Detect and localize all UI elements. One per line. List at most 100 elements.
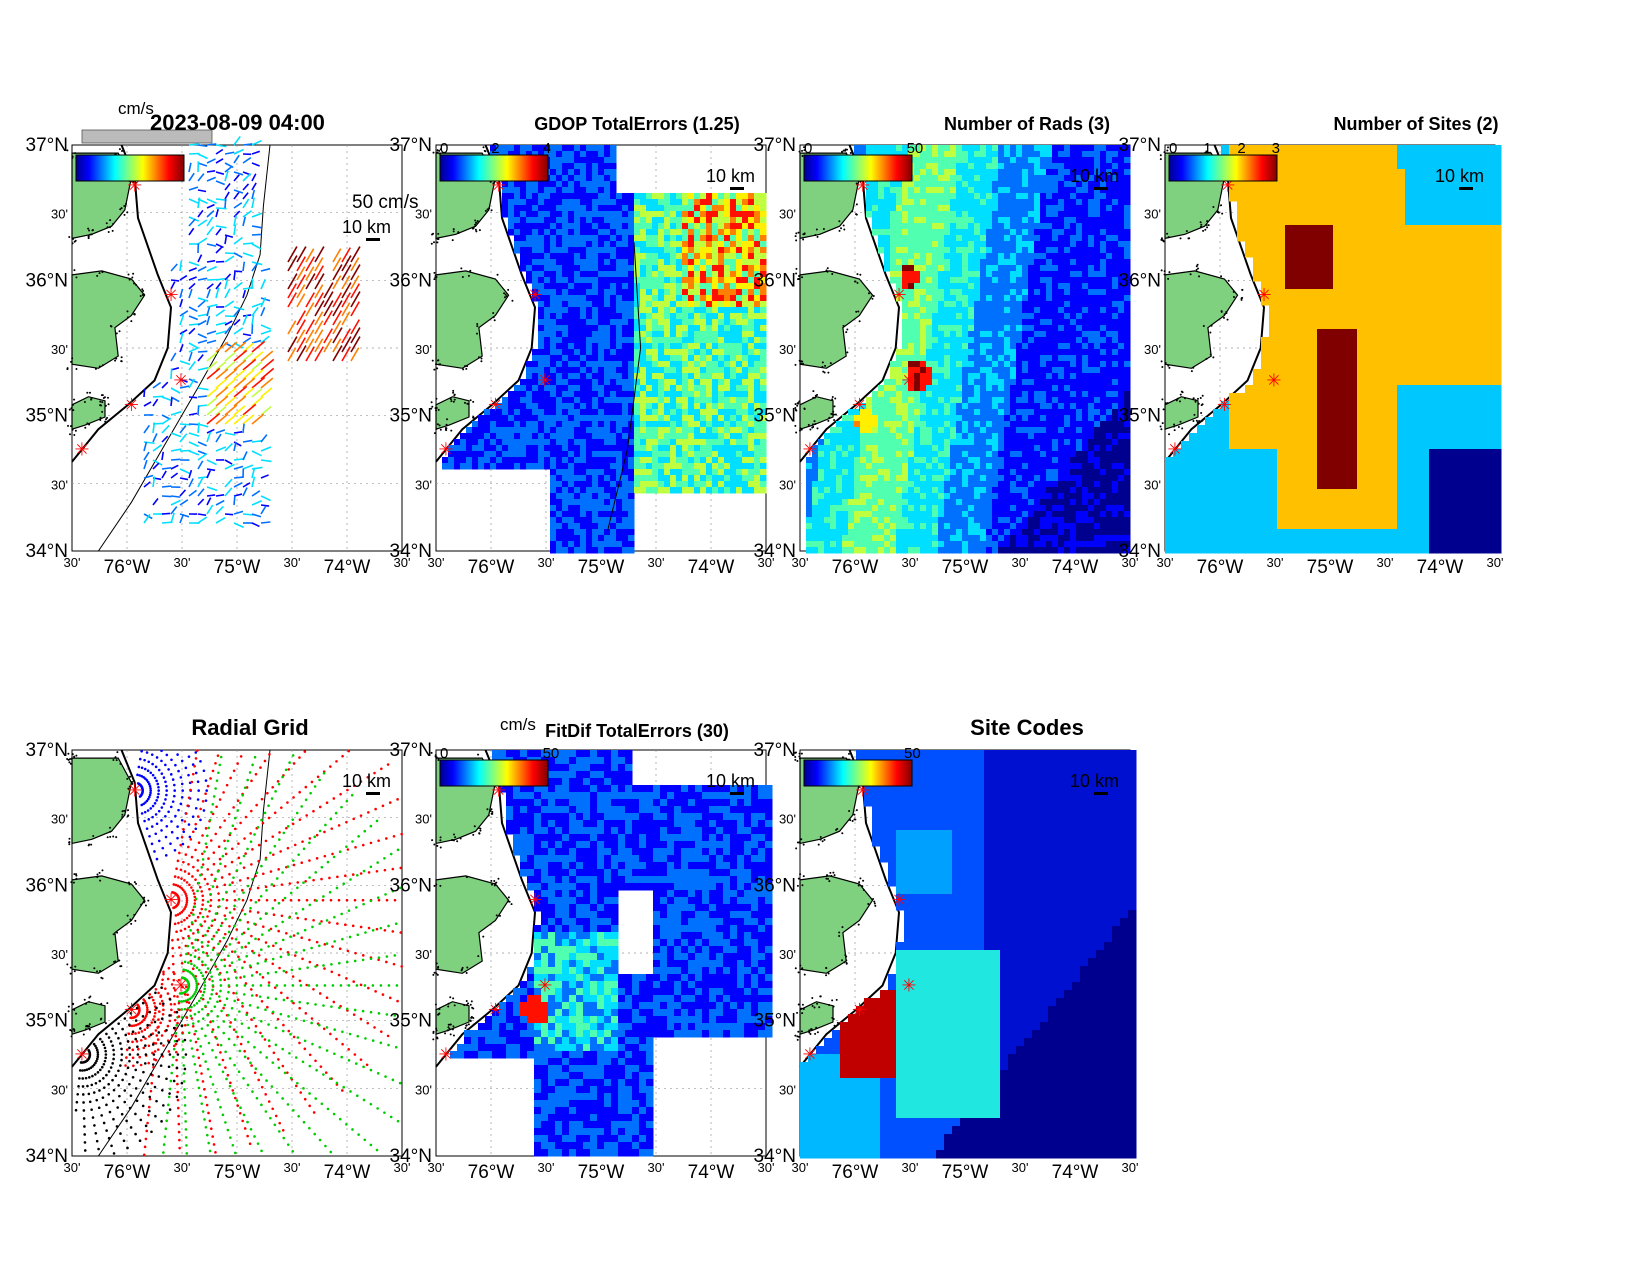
gdop-cell	[592, 265, 599, 272]
gdop-cell	[658, 379, 665, 386]
nrads-cell	[1004, 175, 1011, 182]
gdop-cell	[586, 493, 593, 500]
nrads-cell	[1040, 325, 1047, 332]
nrads-cell	[1028, 217, 1035, 224]
gdop-cell	[616, 529, 623, 536]
nrads-cell	[1076, 229, 1083, 236]
nrads-cell	[968, 307, 975, 314]
gdop-cell	[520, 427, 527, 434]
gdop-cell	[604, 511, 611, 518]
gdop-cell	[736, 427, 743, 434]
nrads-cell	[1010, 325, 1017, 332]
gdop-cell	[568, 181, 575, 188]
current-vector	[170, 396, 180, 403]
gdop-cell	[538, 247, 545, 254]
nrads-cell	[1118, 175, 1125, 182]
nrads-cell	[932, 379, 939, 386]
gdop-cell	[718, 271, 725, 278]
nrads-cell	[902, 151, 909, 158]
nrads-cell	[1004, 337, 1011, 344]
gdop-cell	[658, 439, 665, 446]
shore-dot	[66, 149, 69, 152]
nrads-cell	[1106, 259, 1113, 266]
gdop-cell	[616, 361, 623, 368]
gdop-cell	[574, 391, 581, 398]
shore-dot	[833, 405, 836, 408]
current-vector	[251, 500, 263, 506]
nrads-cell	[1094, 289, 1101, 296]
nrads-cell	[902, 337, 909, 344]
gdop-cell	[646, 349, 653, 356]
shore-dot	[134, 181, 137, 184]
gdop-cell	[604, 385, 611, 392]
gdop-cell	[724, 349, 731, 356]
nrads-cell	[956, 259, 963, 266]
gdop-cell	[658, 253, 665, 260]
gdop-cell	[670, 421, 677, 428]
nrads-cell	[1100, 163, 1107, 170]
nrads-cell	[1088, 325, 1095, 332]
shore-dot	[838, 220, 841, 223]
current-vector	[170, 495, 181, 498]
current-vector	[251, 243, 262, 250]
current-vector	[152, 459, 163, 466]
nrads-cell	[920, 343, 927, 350]
nrads-cell	[998, 175, 1005, 182]
nrads-cell	[956, 283, 963, 290]
nrads-cell	[944, 349, 951, 356]
nrads-cell	[1112, 145, 1119, 152]
shore-dot	[469, 269, 472, 272]
gdop-cell	[574, 463, 581, 470]
nrads-cell	[944, 187, 951, 194]
gdop-cell	[640, 343, 647, 350]
nrads-cell	[968, 325, 975, 332]
gdop-cell	[634, 403, 641, 410]
gdop-cell	[610, 445, 617, 452]
nrads-cell	[1004, 331, 1011, 338]
gdop-cell	[664, 463, 671, 470]
gdop-cell	[616, 301, 623, 308]
gdop-cell	[748, 391, 755, 398]
gdop-cell	[562, 211, 569, 218]
gdop-cell	[640, 217, 647, 224]
gdop-cell	[706, 421, 713, 428]
gdop-cell	[676, 445, 683, 452]
gdop-cell	[754, 319, 761, 326]
nrads-cell	[1010, 163, 1017, 170]
gdop-cell	[574, 307, 581, 314]
nrads-cell	[1100, 337, 1107, 344]
nrads-cell	[1112, 331, 1119, 338]
nrads-cell	[992, 265, 999, 272]
nrads-cell	[1076, 217, 1083, 224]
nrads-cell	[920, 325, 927, 332]
shore-dot	[795, 239, 798, 242]
nrads-cell	[932, 277, 939, 284]
gdop-cell	[622, 277, 629, 284]
nrads-cell	[1028, 295, 1035, 302]
gdop-cell	[670, 373, 677, 380]
gdop-cell	[574, 271, 581, 278]
gdop-cell	[700, 409, 707, 416]
nrads-cell	[1112, 349, 1119, 356]
gdop-cell	[544, 295, 551, 302]
gdop-cell	[478, 421, 485, 428]
nrads-cell	[950, 295, 957, 302]
gdop-cell	[748, 313, 755, 320]
gdop-cell	[562, 379, 569, 386]
current-vector	[215, 180, 226, 186]
gdop-cell	[472, 421, 479, 428]
nrads-cell	[974, 211, 981, 218]
nrads-cell	[932, 205, 939, 212]
gdop-cell	[706, 271, 713, 278]
nrads-cell	[956, 295, 963, 302]
gdop-cell	[682, 409, 689, 416]
nrads-cell	[1088, 373, 1095, 380]
gdop-cell	[652, 211, 659, 218]
gdop-cell	[724, 217, 731, 224]
gdop-cell	[580, 175, 587, 182]
nrads-cell	[986, 169, 993, 176]
shore-dot	[450, 429, 453, 432]
nrads-cell	[986, 157, 993, 164]
current-vector	[242, 173, 252, 182]
shore-dot	[99, 404, 102, 407]
